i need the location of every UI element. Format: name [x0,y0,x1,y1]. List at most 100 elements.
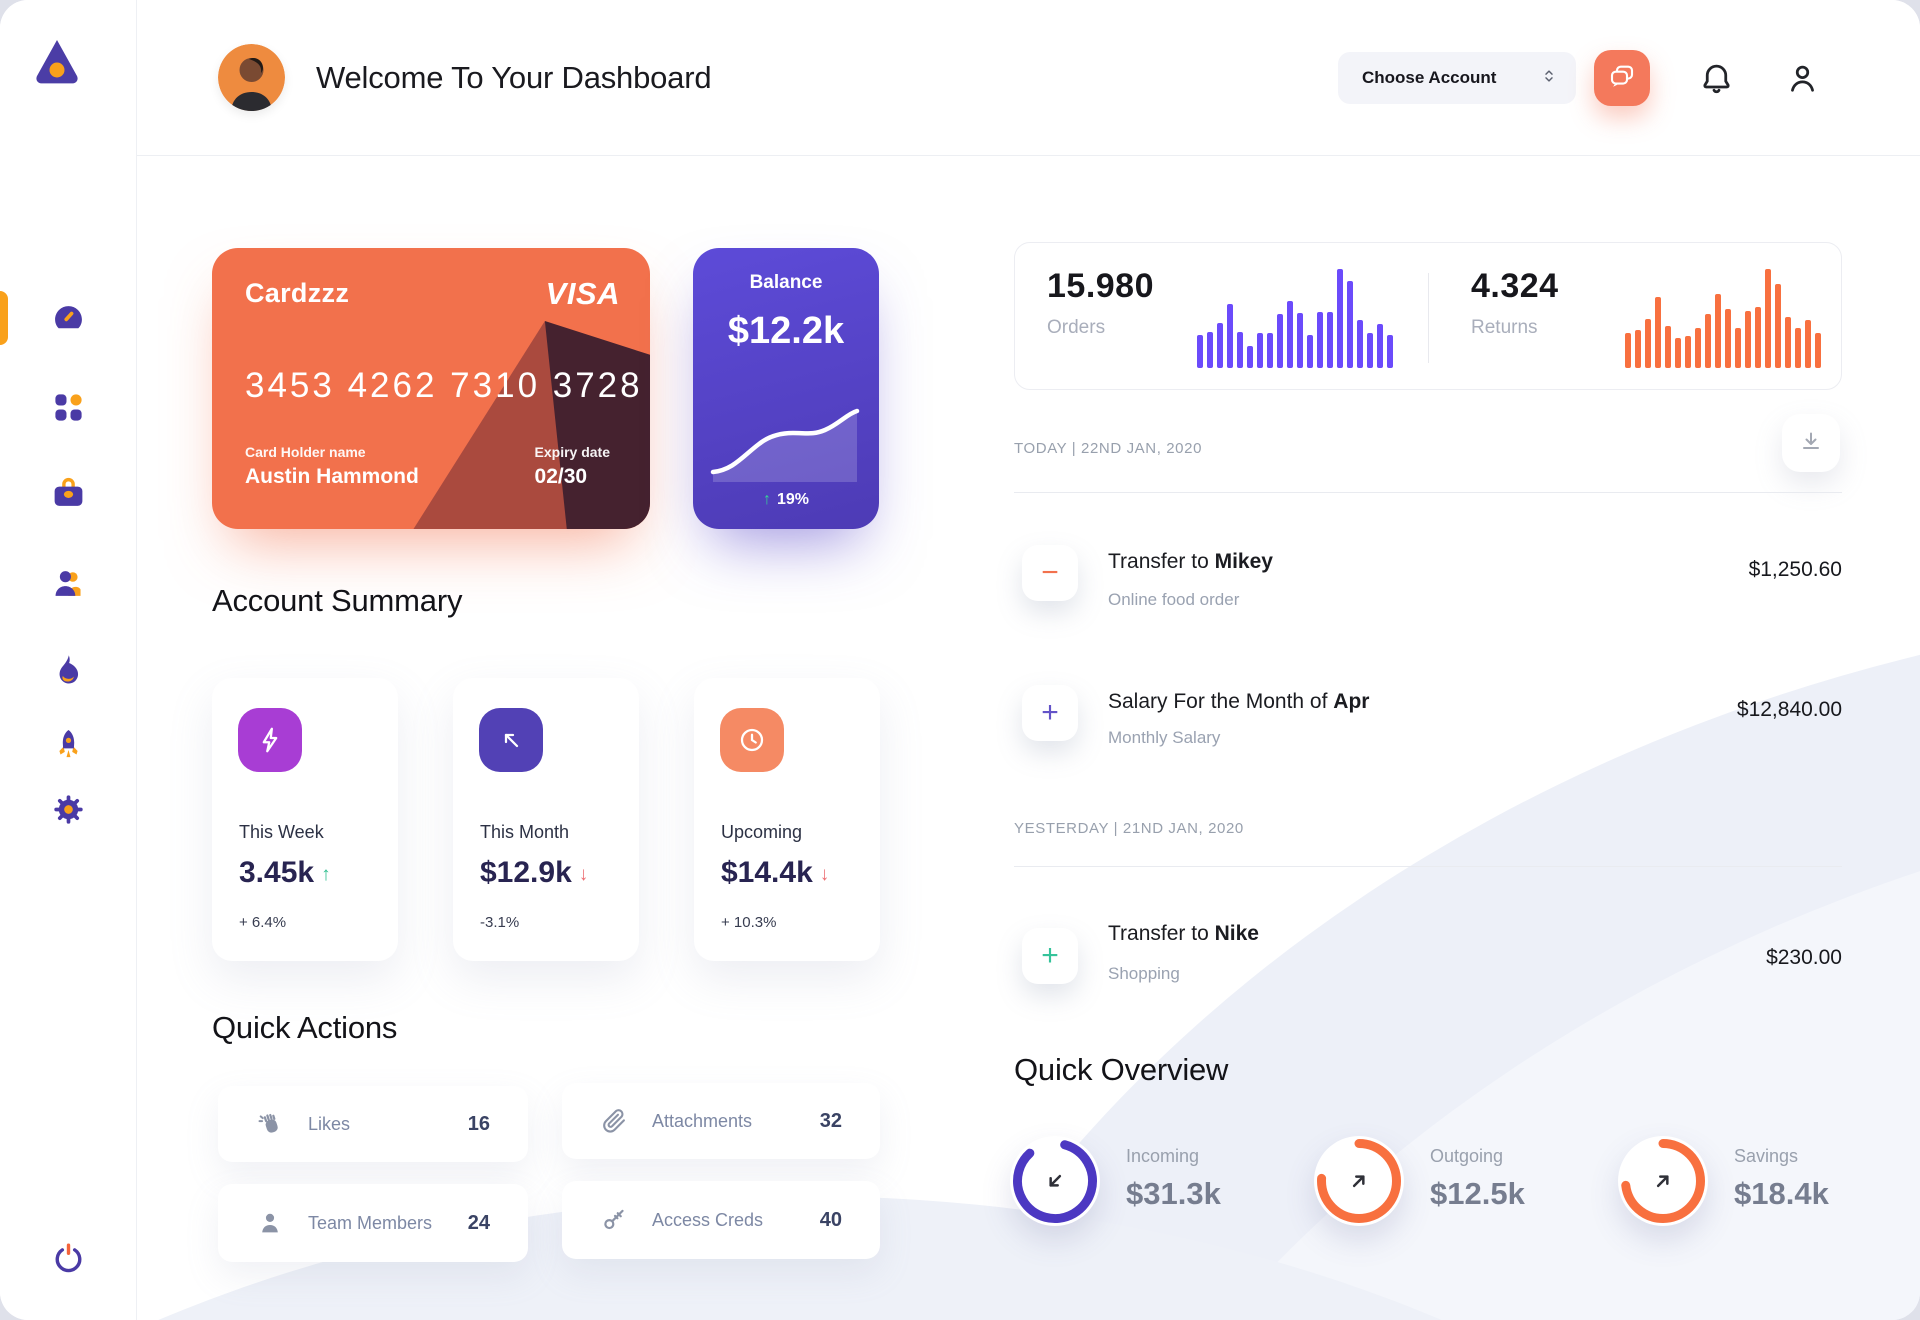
chat-bubbles-icon [1607,61,1637,96]
sidebar [0,0,137,1320]
chevron-updown-icon [1540,67,1558,90]
quick-action-label: Access Creds [652,1209,764,1230]
trend-up-icon: ↑ [321,864,331,885]
up-arrow-icon: ↑ [762,491,771,508]
transaction-sign: + [1022,685,1078,741]
arrow-down-left-icon [1042,1168,1068,1194]
transaction-amount: $12,840.00 [1736,698,1842,721]
summary-value: $12.9k ↓ [480,856,589,889]
overview-value: $31.3k [1126,1176,1221,1211]
sidebar-item-rocket[interactable] [50,726,87,763]
quick-action-access-creds[interactable]: Access Creds 40 [562,1181,880,1259]
divider [1014,866,1842,867]
download-button[interactable] [1782,414,1840,472]
clock-icon [720,708,784,772]
transaction-title[interactable]: Transfer to Nike [1108,922,1259,945]
transaction-amount: $230.00 [1766,946,1842,969]
card-number: 3453 4262 7310 3728 [245,366,643,405]
logout-power-button[interactable] [50,1240,87,1277]
sidebar-item-users[interactable] [50,565,87,602]
account-summary-title: Account Summary [212,583,463,618]
bell-icon [1698,64,1735,101]
dashboard-icon [50,306,87,340]
app-logo [30,34,84,88]
transaction-sign: − [1022,545,1078,601]
summary-label: Upcoming [721,822,803,842]
notifications-button[interactable] [1698,60,1735,97]
overview-value: $18.4k [1734,1176,1829,1211]
quick-action-attachments[interactable]: Attachments 32 [562,1083,880,1159]
quick-action-count: 24 [467,1211,490,1234]
quick-action-team-members[interactable]: Team Members 24 [218,1184,528,1262]
transaction-subtitle: Monthly Salary [1108,728,1221,747]
transaction-amount: $1,250.60 [1748,558,1842,581]
sidebar-item-settings[interactable] [50,791,87,828]
sidebar-item-dashboard[interactable] [50,299,87,336]
orders-bar-chart [1197,269,1393,368]
quick-action-likes[interactable]: Likes 16 [218,1086,528,1162]
overview-label: Incoming [1126,1146,1200,1166]
orders-value: 15.980 [1047,267,1154,305]
sidebar-item-apps[interactable] [50,389,87,426]
flame-icon [50,655,87,692]
quick-action-count: 16 [467,1112,490,1135]
page-title: Welcome To Your Dashboard [316,60,712,95]
quick-action-label: Team Members [308,1212,433,1233]
briefcase-icon [50,477,87,516]
transaction-subtitle: Online food order [1108,590,1240,609]
returns-value: 4.324 [1471,267,1559,305]
incoming-progress-ring [1010,1136,1100,1226]
download-icon [1799,429,1823,458]
card-holder-label: Card Holder name [245,444,366,460]
paperclip-icon [600,1107,628,1135]
savings-progress-ring [1618,1136,1708,1226]
trend-down-icon: ↓ [578,864,589,885]
card-name: Cardzzz [245,278,350,308]
summary-label: This Month [480,822,570,842]
arrow-up-right-icon [1346,1168,1372,1194]
person-icon [1784,65,1821,101]
overview-label: Outgoing [1430,1146,1504,1166]
orders-returns-card: 15.980 Orders 4.324 Returns [1014,242,1842,390]
section-label-yesterday: YESTERDAY | 21ND JAN, 2020 [1014,820,1244,837]
profile-button[interactable] [1784,60,1821,97]
quick-action-count: 32 [819,1109,842,1132]
summary-card-upcoming[interactable]: Upcoming $14.4k ↓ + 10.3% [694,678,880,961]
summary-card-this-week[interactable]: This Week 3.45k ↑ + 6.4% [212,678,398,961]
card-holder-name: Austin Hammond [245,465,419,488]
quick-overview-title: Quick Overview [1014,1052,1229,1087]
account-select[interactable]: Choose Account [1338,52,1576,104]
user-avatar[interactable] [218,44,285,111]
trend-down-icon: ↓ [819,864,830,885]
summary-change: + 6.4% [239,914,287,931]
summary-card-this-month[interactable]: This Month $12.9k ↓ -3.1% [453,678,639,961]
gear-icon [50,795,87,832]
quick-action-count: 40 [819,1208,842,1231]
summary-value: $14.4k ↓ [721,856,830,889]
visa-logo: VISA [545,276,620,311]
expiry-label: Expiry date [534,444,610,460]
sidebar-item-flame[interactable] [50,651,87,688]
balance-card[interactable]: Balance $12.2k ↑ 19% [693,248,879,529]
credit-card[interactable]: Cardzzz VISA 3453 4262 7310 3728 Card Ho… [212,248,650,529]
orders-label: Orders [1047,317,1106,338]
overview-label: Savings [1734,1146,1799,1166]
summary-change: + 10.3% [721,914,777,931]
transaction-title[interactable]: Transfer to Mikey [1108,550,1273,573]
divider [1428,273,1429,363]
summary-value: 3.45k ↑ [239,856,331,889]
section-label-today: TODAY | 22ND JAN, 2020 [1014,440,1203,457]
quick-actions-title: Quick Actions [212,1010,398,1045]
sidebar-item-briefcase[interactable] [50,475,87,512]
background-waves [137,156,1920,1320]
trend-up-left-icon [479,708,543,772]
clap-icon [256,1110,284,1138]
transaction-sign: + [1022,928,1078,984]
transaction-title[interactable]: Salary For the Month of Apr [1108,690,1370,713]
messages-button[interactable] [1594,50,1650,106]
returns-bar-chart [1625,269,1821,368]
member-icon [256,1209,284,1237]
lightning-icon [238,708,302,772]
header: Welcome To Your Dashboard Choose Account [137,0,1920,156]
